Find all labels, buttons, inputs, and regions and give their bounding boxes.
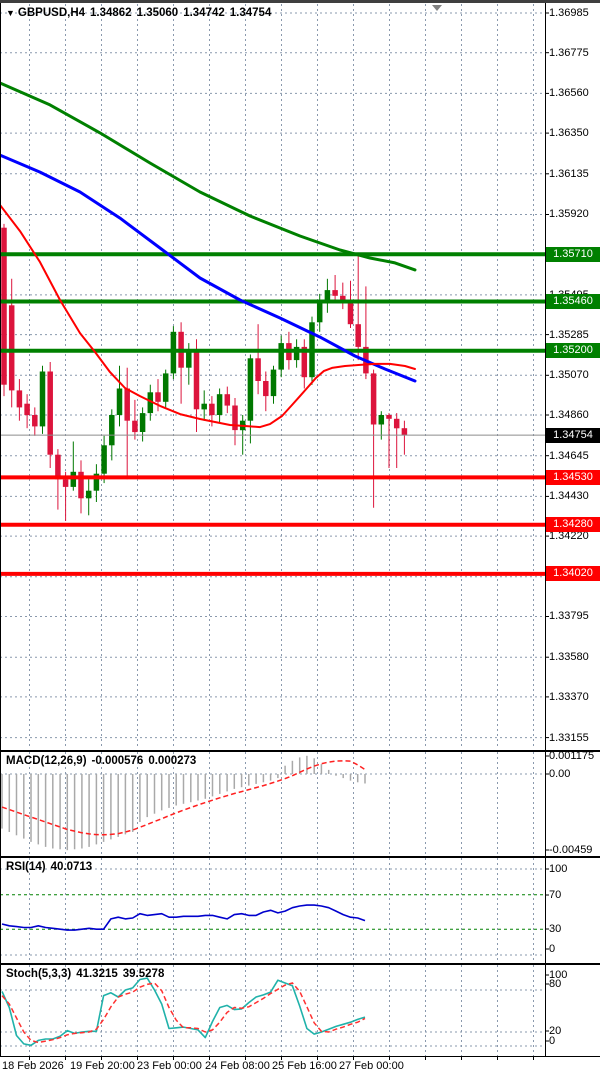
- price-badge: 1.35710: [546, 247, 600, 262]
- price-axis-label: 1.36985: [549, 7, 589, 19]
- chart-header: ▼ GBPUSD,H4 1.34862 1.35060 1.34742 1.34754: [6, 7, 276, 19]
- ohlc-open-value: 1.34862: [90, 7, 132, 19]
- price-axis-label: 1.33370: [549, 691, 589, 703]
- price-badge: 1.34020: [546, 566, 600, 581]
- ohlc-high-value: 1.35060: [136, 7, 179, 19]
- macd-axis-label: 0.00: [549, 768, 571, 780]
- price-axis-label: 1.33580: [549, 651, 589, 663]
- stoch-axis-label: 80: [549, 978, 562, 990]
- price-badge: 1.34280: [546, 517, 600, 532]
- macd-signal-value: 0.000273: [148, 755, 197, 767]
- time-axis-label: 25 Feb 16:00: [272, 1060, 337, 1072]
- symbol-dropdown-icon[interactable]: ▼: [6, 8, 15, 18]
- price-axis-label: 1.36350: [549, 127, 589, 139]
- price-axis-label: 1.34430: [549, 490, 589, 502]
- price-axis-label: 1.34645: [549, 450, 589, 462]
- price-badge: 1.35460: [546, 294, 600, 309]
- macd-axis-label: -0.00459: [549, 844, 593, 856]
- stoch-label: Stoch(5,3,3): [6, 968, 72, 980]
- time-axis-label: 18 Feb 2026: [2, 1060, 64, 1072]
- price-badge: 1.35200: [546, 343, 600, 358]
- time-axis-label: 19 Feb 20:00: [70, 1060, 135, 1072]
- price-axis-label: 1.36775: [549, 47, 589, 59]
- price-badge: 1.34530: [546, 470, 600, 485]
- rsi-axis-label: 0: [549, 943, 556, 955]
- stoch-d-value: 39.5278: [122, 968, 165, 980]
- price-axis-label: 1.36135: [549, 168, 589, 180]
- time-axis-label: 23 Feb 00:00: [137, 1060, 202, 1072]
- rsi-axis-label: 30: [549, 923, 562, 935]
- time-axis-label: 24 Feb 08:00: [205, 1060, 270, 1072]
- stoch-axis-label: 20: [549, 1025, 562, 1037]
- ohlc-close-value: 1.34754: [229, 7, 272, 19]
- rsi-axis-label: 100: [549, 863, 568, 875]
- price-badge: 1.34754: [546, 428, 600, 443]
- macd-main-value: -0.000576: [91, 755, 144, 767]
- rsi-panel-header: RSI(14) 40.0713: [6, 861, 97, 873]
- macd-axis-label: 0.001175: [549, 750, 595, 762]
- rsi-label: RSI(14): [6, 861, 46, 873]
- macd-label: MACD(12,26,9): [6, 755, 87, 767]
- rsi-value: 40.0713: [50, 861, 93, 873]
- price-axis-label: 1.33795: [549, 610, 589, 622]
- price-axis-label: 1.33155: [549, 732, 589, 744]
- price-axis-label: 1.34220: [549, 530, 589, 542]
- rsi-axis-label: 70: [549, 889, 562, 901]
- price-axis-label: 1.34860: [549, 409, 589, 421]
- price-axis-label: 1.35920: [549, 208, 589, 220]
- time-axis-label: 27 Feb 00:00: [339, 1060, 404, 1072]
- price-axis-label: 1.35285: [549, 329, 589, 341]
- price-axis-label: 1.35070: [549, 369, 589, 381]
- stoch-axis-label: 100: [549, 969, 568, 981]
- stoch-panel-header: Stoch(5,3,3) 41.3215 39.5278: [6, 968, 169, 980]
- ohlc-low-value: 1.34742: [183, 7, 225, 19]
- stoch-axis-label: 0: [549, 1035, 556, 1047]
- symbol-timeframe-label: GBPUSD,H4: [17, 7, 86, 19]
- macd-panel-header: MACD(12,26,9) -0.000576 0.000273: [6, 755, 201, 767]
- stoch-k-value: 41.3215: [76, 968, 118, 980]
- price-axis-label: 1.36560: [549, 87, 589, 99]
